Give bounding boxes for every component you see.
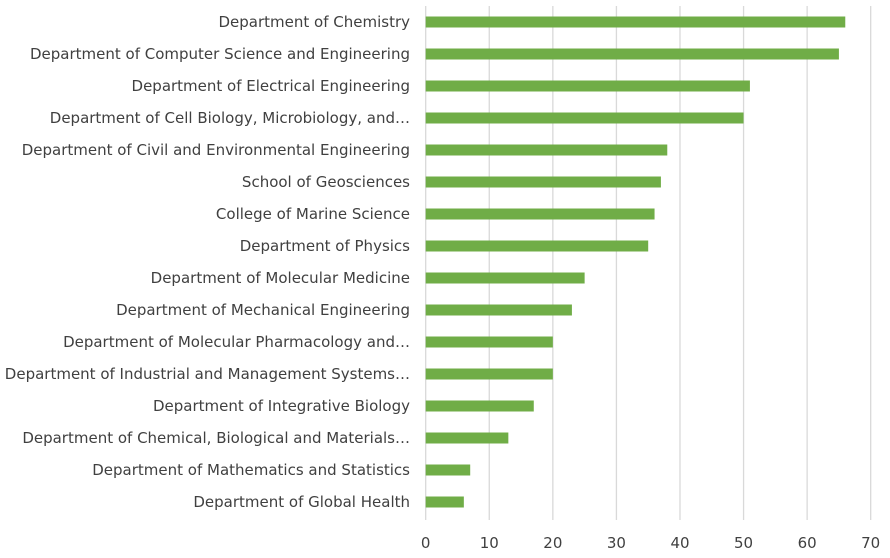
category-label: Department of Industrial and Management … (5, 365, 410, 383)
gridlines (425, 6, 872, 520)
bar (425, 112, 744, 124)
category-label: Department of Integrative Biology (153, 397, 410, 415)
bar (425, 336, 553, 348)
x-tick-label: 10 (480, 534, 499, 552)
bar (425, 496, 464, 508)
bar (425, 80, 750, 92)
bar (425, 400, 534, 412)
category-label: Department of Physics (240, 237, 410, 255)
bar (425, 432, 509, 444)
bar (425, 272, 585, 284)
bar (425, 240, 649, 252)
category-label: Department of Global Health (193, 493, 410, 511)
x-axis-tick-labels: 0 10 20 30 40 50 60 70 (421, 534, 880, 552)
category-label: College of Marine Science (216, 205, 410, 223)
x-tick-label: 20 (543, 534, 562, 552)
category-label: Department of Computer Science and Engin… (30, 45, 410, 63)
bar (425, 208, 655, 220)
category-label: Department of Electrical Engineering (132, 77, 410, 95)
x-tick-label: 0 (421, 534, 431, 552)
bar (425, 48, 839, 60)
bar (425, 464, 471, 476)
category-label: Department of Cell Biology, Microbiology… (50, 109, 410, 127)
bar (425, 16, 846, 28)
category-label: Department of Chemistry (219, 13, 411, 31)
category-label: Department of Chemical, Biological and M… (22, 429, 410, 447)
category-label: Department of Molecular Pharmacology and… (63, 333, 410, 351)
x-tick-label: 70 (861, 534, 880, 552)
category-label: School of Geosciences (242, 173, 410, 191)
category-label: Department of Mathematics and Statistics (92, 461, 410, 479)
category-label: Department of Mechanical Engineering (116, 301, 410, 319)
x-tick-label: 30 (607, 534, 626, 552)
bar (425, 304, 572, 316)
x-tick-label: 60 (798, 534, 817, 552)
category-label: Department of Civil and Environmental En… (22, 141, 410, 159)
category-label: Department of Molecular Medicine (151, 269, 410, 287)
bar (425, 368, 553, 380)
bar (425, 144, 668, 156)
x-tick-label: 50 (734, 534, 753, 552)
bar (425, 176, 661, 188)
bars (425, 16, 846, 508)
x-tick-label: 40 (670, 534, 689, 552)
category-labels: Department of Chemistry Department of Com… (5, 13, 410, 511)
